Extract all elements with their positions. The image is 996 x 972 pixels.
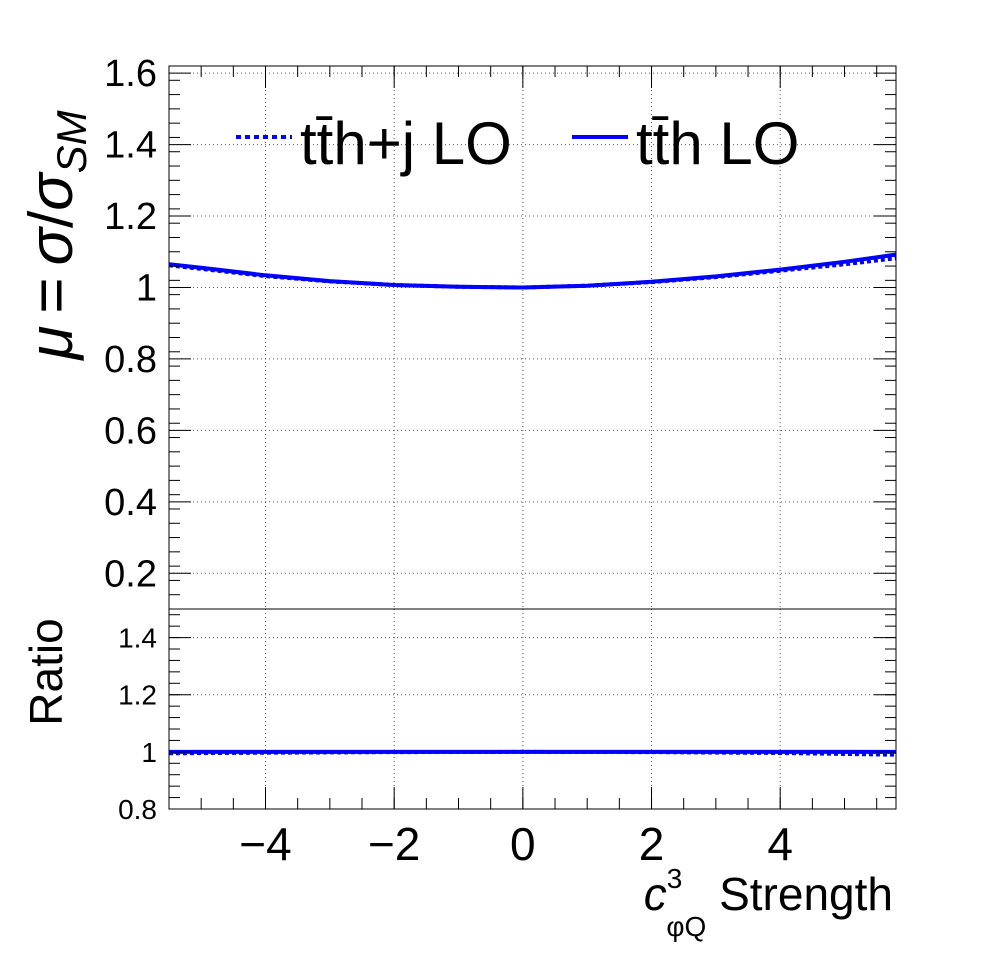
- main-y-tick-label: 1.6: [104, 53, 157, 95]
- ratio-grid: [169, 609, 896, 809]
- mu-symbol: μ: [17, 326, 86, 362]
- ratio-y-tick-label: 1: [141, 737, 157, 768]
- x-axis-label: c3 φQ Strength: [644, 863, 893, 942]
- x-label-subscript: φQ: [666, 911, 706, 942]
- ratio-y-tick-label: 1.4: [118, 623, 157, 654]
- main-y-tick-label: 0.6: [104, 410, 157, 452]
- ratio-y-axis-label: Ratio: [20, 618, 72, 725]
- main-y-tick-label: 1: [136, 267, 157, 309]
- legend-label-tth: tt̄h LO: [636, 110, 799, 177]
- main-grid: [169, 66, 896, 609]
- ratio-y-tick-label: 1.2: [118, 680, 157, 711]
- x-tick-label: 2: [639, 818, 665, 870]
- x-label-superscript: 3: [667, 863, 683, 894]
- main-y-axis-label: μ=σ/σSM: [17, 110, 95, 361]
- main-y-tick-label: 1.4: [104, 125, 157, 167]
- main-series-group: [168, 252, 897, 290]
- x-tick-label: −2: [368, 818, 420, 870]
- ratio-y-tick-label: 0.8: [118, 794, 157, 825]
- x-tick-label: 4: [767, 818, 793, 870]
- main-series-tthj-lo: [168, 256, 897, 290]
- ratio-series-group: [168, 749, 897, 757]
- main-y-tick-label: 1.2: [104, 196, 157, 238]
- main-y-tick-label: 0.8: [104, 339, 157, 381]
- x-tick-label: 0: [510, 818, 536, 870]
- equals-sign: =: [17, 277, 86, 313]
- x-label-symbol: c: [644, 868, 667, 920]
- legend-label-tthj: tt̄h+j LO: [300, 110, 512, 177]
- sigma-sm-symbol: σ: [17, 171, 86, 211]
- ratio-plot-frame: [168, 608, 897, 810]
- sm-subscript: SM: [48, 110, 95, 173]
- ratio-x-axis: −4 −2 0 2 4: [168, 66, 878, 870]
- ratio-y-axis: 0.8 1 1.2 1.4: [118, 614, 896, 825]
- main-y-tick-label: 0.2: [104, 553, 157, 595]
- main-series-tth-lo: [168, 252, 897, 290]
- main-y-axis: 0.2 0.4 0.6 0.8 1 1.2 1.4 1.6: [104, 53, 896, 610]
- x-label-text: Strength: [706, 868, 893, 920]
- sigma-symbol: σ: [17, 225, 86, 265]
- x-tick-label: −4: [239, 818, 291, 870]
- main-y-tick-label: 0.4: [104, 482, 157, 524]
- slash: /: [17, 210, 86, 228]
- legend: tt̄h+j LO tt̄h LO: [236, 110, 799, 177]
